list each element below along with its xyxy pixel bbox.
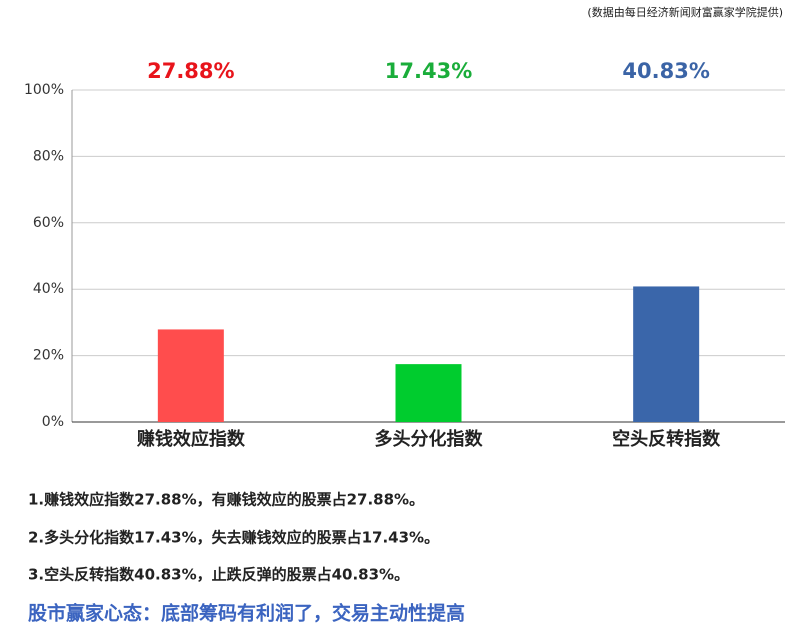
bar: [395, 364, 462, 422]
source-note: (数据由每日经济新闻财富赢家学院提供): [587, 5, 783, 19]
value-label: 27.88%: [147, 59, 234, 83]
y-tick-label: 100%: [24, 82, 64, 98]
note: 1.赚钱效应指数27.88%，有赚钱效应的股票占27.88%。: [28, 491, 424, 509]
y-tick-label: 60%: [33, 215, 64, 231]
note: 2.多头分化指数17.43%，失去赚钱效应的股票占17.43%。: [28, 529, 439, 547]
bar: [157, 329, 224, 422]
x-tick-label: 多头分化指数: [375, 428, 484, 450]
value-label: 40.83%: [622, 59, 709, 83]
y-tick-label: 0%: [42, 414, 64, 430]
note: 3.空头反转指数40.83%，止跌反弹的股票占40.83%。: [28, 566, 409, 584]
x-tick-label: 空头反转指数: [612, 428, 721, 450]
y-tick-label: 20%: [33, 348, 64, 364]
x-tick-label: 赚钱效应指数: [136, 428, 246, 450]
y-tick-label: 80%: [33, 148, 64, 164]
bar: [633, 286, 700, 422]
headline: 股市赢家心态：底部筹码有利润了，交易主动性提高: [28, 602, 465, 625]
value-label: 17.43%: [385, 59, 472, 83]
y-tick-label: 40%: [33, 281, 64, 297]
